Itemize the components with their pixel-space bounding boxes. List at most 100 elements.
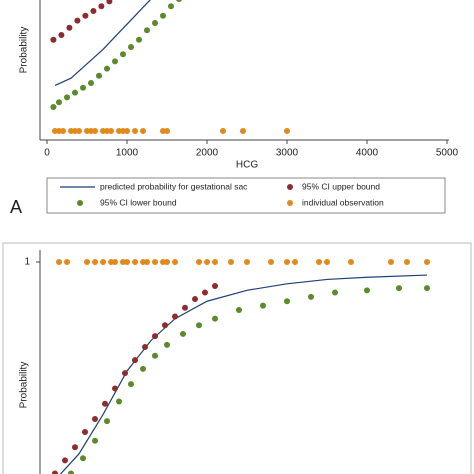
legend-swatch xyxy=(287,184,293,190)
y-axis-label: Probability xyxy=(19,27,30,74)
point xyxy=(136,36,142,43)
legend-label: 95% CI upper bound xyxy=(302,181,380,191)
point xyxy=(152,259,158,265)
point xyxy=(122,370,128,377)
point xyxy=(348,259,354,265)
point xyxy=(82,429,88,436)
point xyxy=(92,415,98,422)
point xyxy=(56,259,62,265)
point xyxy=(228,259,234,265)
x-axis-label: HCG xyxy=(236,160,258,171)
point xyxy=(92,259,98,265)
point xyxy=(96,72,102,79)
point xyxy=(80,84,86,91)
point xyxy=(196,322,202,329)
point xyxy=(60,128,66,134)
point xyxy=(388,259,394,265)
point xyxy=(76,128,82,134)
point xyxy=(104,65,110,72)
point xyxy=(112,259,118,265)
point xyxy=(50,104,57,110)
point xyxy=(62,457,68,464)
point xyxy=(192,296,198,303)
point xyxy=(204,259,210,265)
point xyxy=(80,455,86,462)
point xyxy=(108,128,114,134)
point xyxy=(124,259,130,265)
point xyxy=(90,8,97,14)
point xyxy=(162,322,168,329)
point xyxy=(112,385,118,392)
legend-swatch xyxy=(77,200,83,206)
point xyxy=(58,32,65,38)
point xyxy=(112,58,118,65)
point xyxy=(236,306,242,313)
point xyxy=(396,285,402,292)
point xyxy=(144,259,150,265)
point xyxy=(180,330,186,337)
point xyxy=(84,259,90,265)
point xyxy=(120,51,126,58)
point xyxy=(168,3,174,10)
point xyxy=(152,20,158,26)
point xyxy=(176,0,182,2)
point xyxy=(164,128,170,134)
point xyxy=(56,99,62,106)
point xyxy=(64,94,70,101)
point xyxy=(152,352,158,359)
point xyxy=(316,259,322,265)
y-axis-label: Probability xyxy=(19,362,30,409)
point xyxy=(268,259,274,265)
point xyxy=(212,282,218,289)
point xyxy=(424,285,430,292)
point xyxy=(196,259,202,265)
point xyxy=(142,344,148,351)
point xyxy=(164,259,170,265)
point xyxy=(50,36,57,43)
point xyxy=(104,418,110,425)
point xyxy=(124,128,130,134)
point xyxy=(308,293,314,300)
point xyxy=(102,400,108,407)
point xyxy=(324,259,330,265)
point xyxy=(88,80,94,86)
point xyxy=(364,287,370,294)
point xyxy=(128,381,134,388)
legend-box xyxy=(46,177,446,214)
point xyxy=(220,128,226,134)
point xyxy=(98,3,105,10)
fit-line xyxy=(54,0,151,86)
x-tick-label: 1000 xyxy=(116,148,139,159)
x-tick-label: 5000 xyxy=(436,148,459,159)
point xyxy=(284,128,290,134)
point xyxy=(160,12,166,19)
point xyxy=(212,315,218,322)
x-tick-label: 4000 xyxy=(356,148,379,159)
point xyxy=(212,259,218,265)
point xyxy=(74,17,81,24)
x-tick-label: 2000 xyxy=(196,148,219,159)
point xyxy=(292,259,298,265)
point xyxy=(68,470,74,474)
point xyxy=(82,12,89,19)
point xyxy=(332,289,338,296)
legend-label: 95% CI lower bound xyxy=(100,197,177,207)
point xyxy=(92,128,98,134)
point xyxy=(132,259,138,265)
point xyxy=(182,304,188,311)
point xyxy=(72,89,78,96)
point xyxy=(172,259,178,265)
point xyxy=(202,289,208,296)
point xyxy=(140,365,146,372)
point xyxy=(240,128,246,134)
point xyxy=(284,298,290,305)
point xyxy=(128,44,134,50)
fit-line xyxy=(59,274,428,474)
point xyxy=(132,357,138,364)
point xyxy=(64,259,70,265)
point xyxy=(140,128,146,134)
point xyxy=(144,27,150,34)
point xyxy=(100,259,106,265)
x-tick-label: 3000 xyxy=(276,148,299,159)
